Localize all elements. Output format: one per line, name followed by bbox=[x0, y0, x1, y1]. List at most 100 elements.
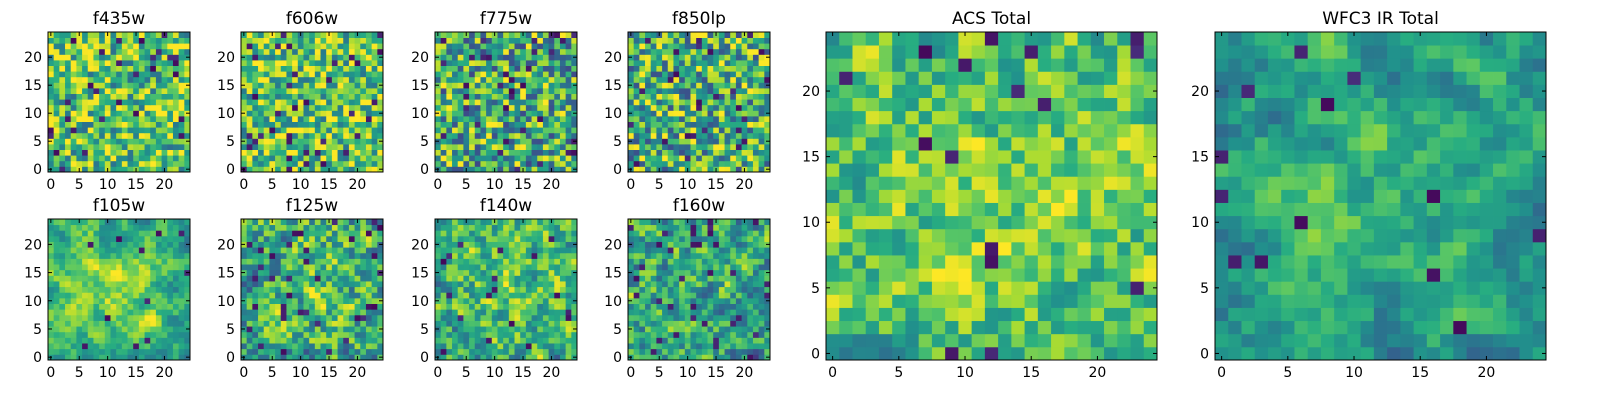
heatmap-cell bbox=[309, 303, 316, 310]
heatmap-cell bbox=[269, 37, 276, 44]
x-tick-label: 15 bbox=[320, 365, 338, 381]
heatmap-cell bbox=[537, 54, 544, 61]
heatmap-cell bbox=[138, 343, 145, 350]
heatmap-cell bbox=[724, 354, 731, 361]
heatmap-cell bbox=[537, 138, 544, 145]
heatmap-cell bbox=[684, 43, 691, 50]
heatmap-cell bbox=[303, 166, 310, 173]
heatmap-cell bbox=[110, 354, 117, 361]
heatmap-cell bbox=[365, 149, 373, 156]
heatmap-cell bbox=[59, 116, 66, 122]
heatmap-cell bbox=[116, 303, 123, 310]
heatmap-cell bbox=[59, 348, 66, 355]
heatmap-cell bbox=[104, 110, 111, 117]
heatmap-cell bbox=[76, 76, 83, 83]
x-tick-label: 0 bbox=[46, 365, 55, 381]
heatmap-cell bbox=[303, 82, 310, 89]
heatmap-cell bbox=[172, 235, 180, 242]
heatmap-cell bbox=[360, 343, 367, 350]
heatmap-cell bbox=[565, 88, 572, 94]
heatmap-cell bbox=[116, 110, 123, 117]
heatmap-cell bbox=[724, 275, 731, 282]
heatmap-cell bbox=[474, 309, 481, 316]
heatmap-cell bbox=[360, 155, 367, 162]
heatmap-cell bbox=[565, 354, 572, 361]
heatmap-cell bbox=[452, 144, 459, 150]
heatmap-cell bbox=[326, 247, 333, 254]
heatmap-cell bbox=[178, 48, 185, 55]
heatmap-cell bbox=[548, 71, 555, 78]
heatmap-cell bbox=[360, 292, 367, 299]
heatmap-cell bbox=[446, 149, 453, 156]
heatmap-cell bbox=[76, 71, 83, 78]
heatmap-cell bbox=[377, 88, 384, 94]
heatmap-cell bbox=[452, 331, 459, 338]
heatmap-cell bbox=[497, 258, 504, 265]
heatmap-cell bbox=[337, 43, 344, 50]
heatmap-cell bbox=[440, 343, 447, 350]
heatmap-cell bbox=[474, 65, 481, 72]
heatmap-cell bbox=[76, 326, 83, 333]
heatmap-cell bbox=[752, 337, 760, 344]
heatmap-cell bbox=[161, 127, 168, 134]
heatmap-cell bbox=[320, 32, 327, 38]
heatmap-cell bbox=[172, 82, 180, 89]
heatmap-cell bbox=[121, 258, 128, 265]
heatmap-cell bbox=[542, 269, 549, 276]
heatmap-cell bbox=[565, 348, 572, 355]
heatmap-cell bbox=[184, 104, 191, 111]
heatmap-cell bbox=[138, 331, 145, 338]
heatmap-cell bbox=[70, 144, 77, 150]
heatmap-cell bbox=[155, 281, 162, 288]
heatmap-cell bbox=[514, 48, 521, 55]
heatmap-cell bbox=[486, 292, 493, 299]
heatmap-cell bbox=[76, 88, 83, 94]
heatmap-cell bbox=[144, 264, 151, 271]
heatmap-cell bbox=[286, 88, 293, 94]
y-tick-label: 5 bbox=[33, 134, 42, 150]
heatmap-cell bbox=[138, 127, 145, 134]
heatmap-cell bbox=[252, 82, 259, 89]
heatmap-cell bbox=[144, 48, 151, 55]
heatmap-cell bbox=[554, 286, 561, 293]
heatmap-cell bbox=[314, 230, 321, 237]
heatmap-cell bbox=[520, 155, 527, 162]
heatmap-cell bbox=[554, 343, 561, 350]
heatmap-cell bbox=[70, 314, 77, 321]
heatmap-cell bbox=[650, 116, 657, 122]
heatmap-cell bbox=[537, 43, 544, 50]
heatmap-cell bbox=[497, 127, 504, 134]
heatmap-cell bbox=[263, 264, 270, 271]
heatmap-cell bbox=[275, 264, 282, 271]
heatmap-cell bbox=[275, 71, 282, 78]
heatmap-cell bbox=[87, 99, 94, 106]
heatmap-cell bbox=[639, 48, 646, 55]
heatmap-cell bbox=[144, 110, 151, 117]
heatmap-cell bbox=[480, 258, 487, 265]
heatmap-cell bbox=[161, 116, 168, 122]
x-tick-label: 20 bbox=[543, 177, 561, 193]
heatmap-cell bbox=[133, 269, 140, 276]
heatmap-cell bbox=[554, 144, 561, 150]
heatmap-cell bbox=[486, 121, 493, 128]
heatmap-cell bbox=[525, 110, 532, 117]
heatmap-cell bbox=[150, 54, 157, 61]
heatmap-cell bbox=[93, 88, 100, 94]
heatmap-cell bbox=[155, 230, 162, 237]
heatmap-cell bbox=[48, 235, 55, 242]
heatmap-cell bbox=[348, 82, 355, 89]
heatmap-cell bbox=[343, 297, 350, 304]
heatmap-cell bbox=[184, 292, 191, 299]
heatmap-cell bbox=[542, 309, 549, 316]
heatmap-cell bbox=[764, 93, 771, 100]
heatmap-cell bbox=[554, 138, 561, 145]
heatmap-cell bbox=[348, 219, 355, 226]
heatmap-cell bbox=[127, 110, 134, 117]
heatmap-cell bbox=[486, 343, 493, 350]
heatmap-cell bbox=[87, 331, 94, 338]
heatmap-cell bbox=[110, 309, 117, 316]
heatmap-cell bbox=[246, 247, 253, 254]
heatmap-cell bbox=[99, 320, 106, 327]
heatmap-cell bbox=[747, 104, 754, 111]
heatmap-cell bbox=[457, 60, 464, 66]
